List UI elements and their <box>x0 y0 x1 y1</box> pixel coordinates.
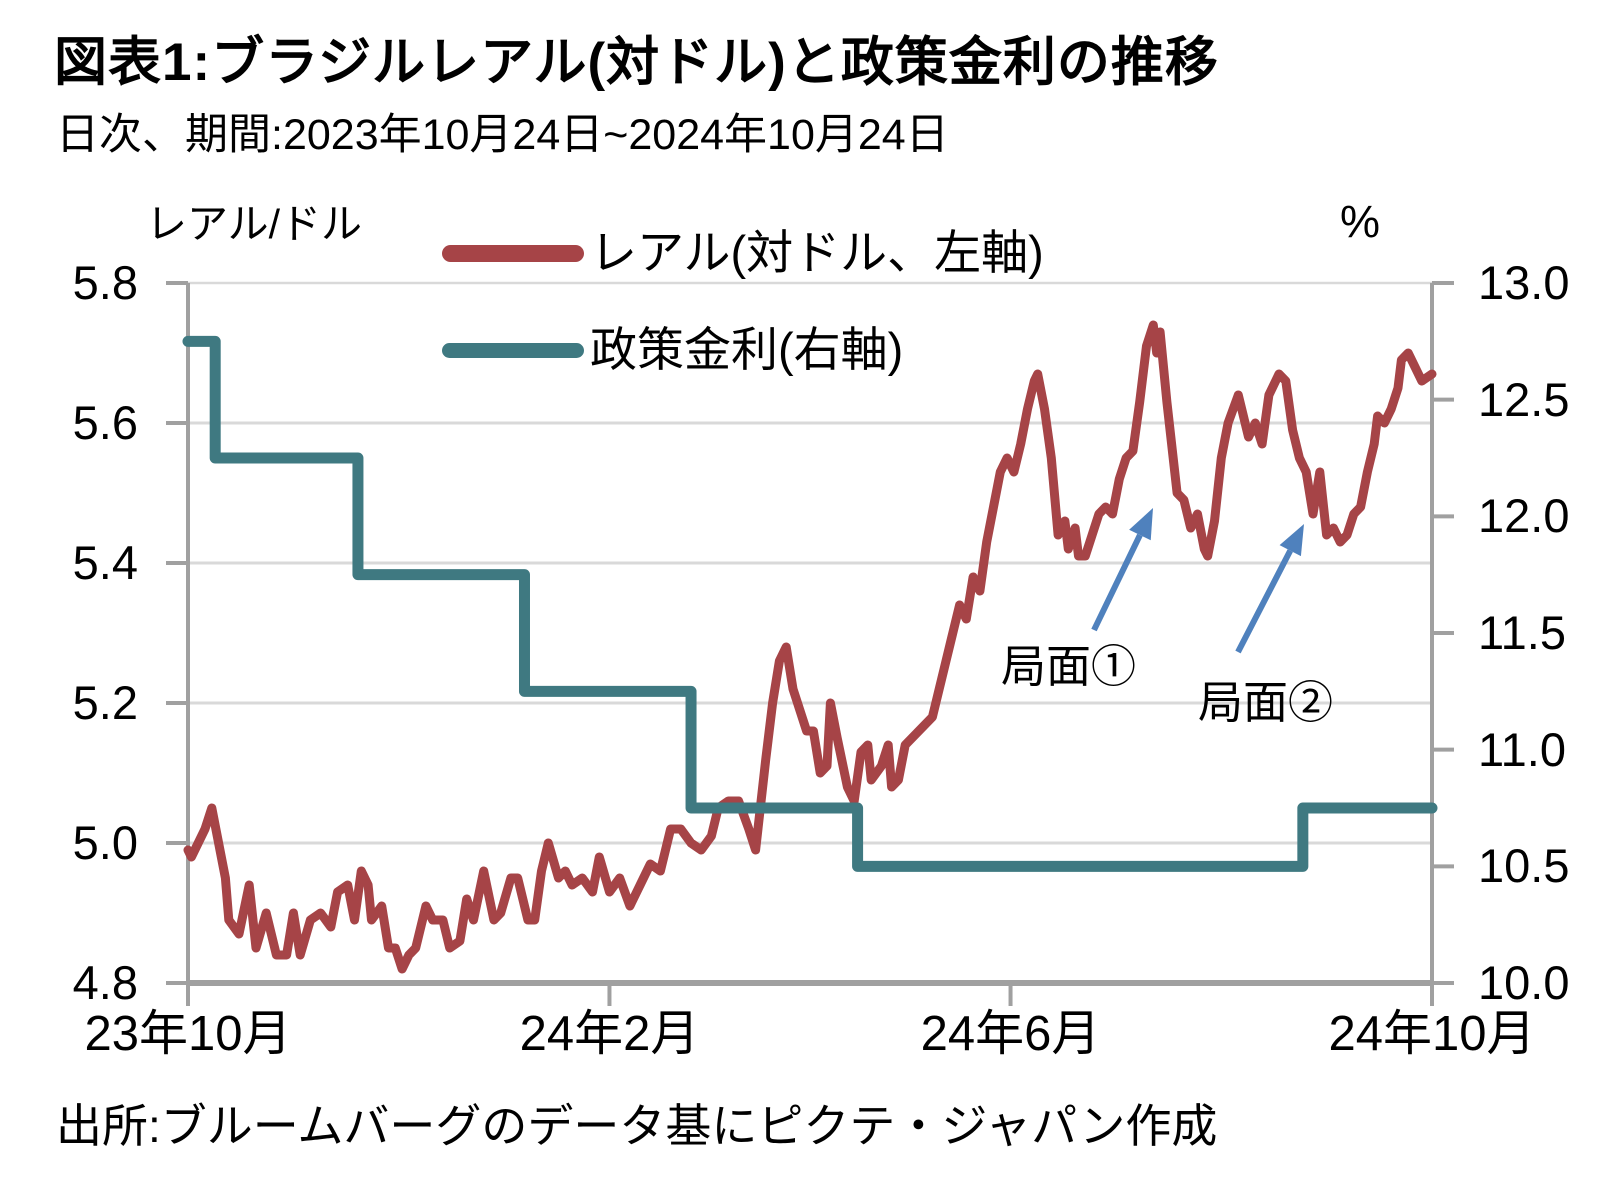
annotation-arrowhead-1 <box>1129 508 1153 541</box>
legend-item-policy: 政策金利(右軸) <box>442 323 903 377</box>
x-axis-tick-label-0: 23年10月 <box>84 1007 292 1061</box>
legend-item-real: レアル(対ドル、左軸) <box>442 226 1044 280</box>
annotation-phase-2: 局面② <box>1198 677 1334 728</box>
y-axis-tick-label-left-5.8: 5.8 <box>72 256 138 309</box>
y-axis-tick-label-left-5.2: 5.2 <box>72 676 138 729</box>
y-axis-tick-label-right-13.0: 13.0 <box>1478 256 1570 309</box>
annotation-arrow-1 <box>1091 533 1143 632</box>
y-axis-tick-label-right-10.0: 10.0 <box>1478 956 1570 1009</box>
x-axis-tick-label-1: 24年2月 <box>519 1007 700 1061</box>
chart-subtitle: 日次、期間:2023年10月24日~2024年10月24日 <box>56 111 949 159</box>
legend-label-real: レアル(対ドル、左軸) <box>590 226 1044 279</box>
annotation-phase-1: 局面① <box>1001 641 1137 692</box>
legend-label-policy: 政策金利(右軸) <box>590 323 904 376</box>
y-axis-tick-label-right-11.0: 11.0 <box>1478 722 1566 776</box>
y-axis-tick-label-right-12.5: 12.5 <box>1478 372 1570 426</box>
policy-rate-line <box>182 335 1438 872</box>
legend-swatch-real-line <box>442 244 584 262</box>
y-axis-tick-label-right-12.0: 12.0 <box>1478 489 1570 543</box>
x-axis-tick-label-3: 24年10月 <box>1328 1007 1536 1061</box>
y-axis-tick-label-right-11.5: 11.5 <box>1478 606 1566 659</box>
y-axis-tick-label-left-4.8: 4.8 <box>72 956 138 1009</box>
annotation-arrow-2 <box>1235 549 1293 654</box>
annotation-arrowhead-2 <box>1279 524 1304 557</box>
real-exchange-line <box>183 320 1437 974</box>
y-axis-tick-label-left-5.6: 5.6 <box>72 396 138 449</box>
source-note: 出所:ブルームバーグのデータ基にピクテ・ジャパン作成 <box>56 1100 1218 1152</box>
y-axis-tick-label-left-5.0: 5.0 <box>72 816 138 869</box>
left-axis-title: レアル/ドル <box>146 201 362 247</box>
legend-swatch-policy-line <box>442 342 584 358</box>
chart-title: 図表1:ブラジルレアル(対ドル)と政策金利の推移 <box>54 33 1219 92</box>
x-axis-tick-label-2: 24年6月 <box>920 1007 1101 1061</box>
right-axis-unit: % <box>1340 196 1381 247</box>
y-axis-tick-label-left-5.4: 5.4 <box>72 536 138 589</box>
y-axis-tick-label-right-10.5: 10.5 <box>1478 839 1570 893</box>
